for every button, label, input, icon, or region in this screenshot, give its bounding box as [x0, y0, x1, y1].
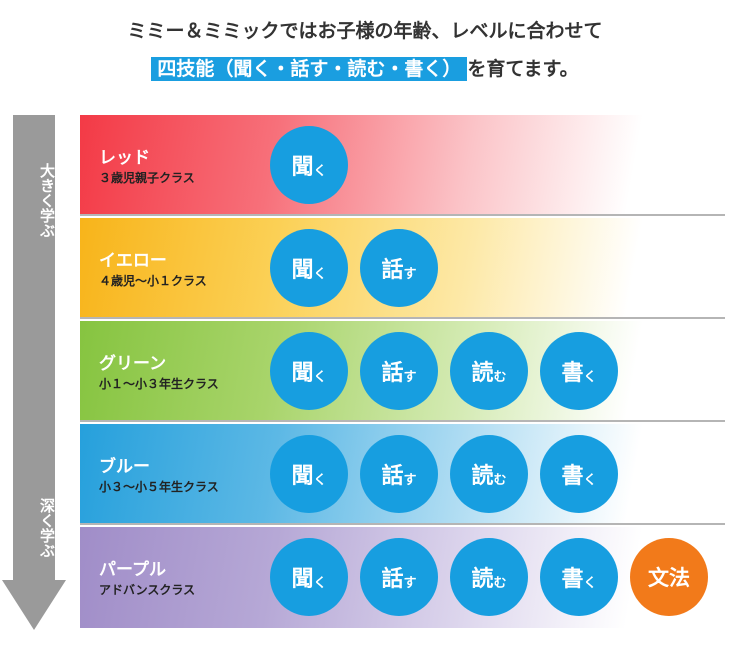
- level-subtitle: ３歳児親子クラス: [99, 171, 195, 185]
- level-name: ブルー: [99, 457, 150, 477]
- skill-read-badge: 読む: [450, 538, 528, 616]
- down-arrow-shaft: [13, 115, 55, 580]
- row-divider: [80, 214, 725, 216]
- down-arrow-icon: [2, 580, 66, 630]
- level-row-purple: パープル アドバンスクラス 聞く 話す 読む 書く 文法: [80, 527, 725, 628]
- skill-listen-badge: 聞く: [270, 538, 348, 616]
- arrow-label-broad: 大きく学ぶ: [38, 162, 56, 238]
- level-name: レッド: [99, 148, 150, 168]
- level-subtitle: アドバンスクラス: [99, 583, 196, 597]
- skill-listen-badge: 聞く: [270, 229, 348, 307]
- header-line-2-rest: を育てます。: [467, 58, 579, 80]
- skill-listen-badge: 聞く: [270, 332, 348, 410]
- skill-read-badge: 読む: [450, 332, 528, 410]
- page-header: ミミー＆ミミックではお子様の年齢、レベルに合わせて 四技能（聞く・話す・読む・書…: [0, 16, 730, 85]
- skill-read-badge: 読む: [450, 435, 528, 513]
- level-name: イエロー: [99, 251, 167, 271]
- skill-grammar-badge: 文法: [630, 538, 708, 616]
- header-line-1: ミミー＆ミミックではお子様の年齢、レベルに合わせて: [127, 20, 603, 42]
- level-subtitle: 小３〜小５年生クラス: [99, 480, 219, 494]
- level-row-yellow: イエロー ４歳児〜小１クラス 聞く 話す: [80, 218, 725, 319]
- skill-listen-badge: 聞く: [270, 435, 348, 513]
- arrow-label-deep: 深く学ぶ: [38, 498, 56, 558]
- level-name: パープル: [99, 560, 166, 580]
- row-divider: [80, 420, 725, 422]
- level-name: グリーン: [99, 354, 167, 374]
- level-row-red: レッド ３歳児親子クラス 聞く: [80, 115, 725, 216]
- level-subtitle: ４歳児〜小１クラス: [99, 274, 207, 288]
- skill-write-badge: 書く: [540, 538, 618, 616]
- level-row-blue: ブルー 小３〜小５年生クラス 聞く 話す 読む 書く: [80, 424, 725, 525]
- skill-speak-badge: 話す: [360, 538, 438, 616]
- skill-speak-badge: 話す: [360, 229, 438, 307]
- skill-speak-badge: 話す: [360, 332, 438, 410]
- row-divider: [80, 317, 725, 319]
- skill-speak-badge: 話す: [360, 435, 438, 513]
- level-row-green: グリーン 小１〜小３年生クラス 聞く 話す 読む 書く: [80, 321, 725, 422]
- skill-write-badge: 書く: [540, 332, 618, 410]
- header-line-2: 四技能（聞く・話す・読む・書く） を育てます。: [0, 53, 730, 85]
- four-skills-highlight: 四技能（聞く・話す・読む・書く）: [151, 57, 468, 81]
- skill-listen-badge: 聞く: [270, 126, 348, 204]
- skill-write-badge: 書く: [540, 435, 618, 513]
- level-subtitle: 小１〜小３年生クラス: [99, 377, 219, 391]
- row-divider: [80, 523, 725, 525]
